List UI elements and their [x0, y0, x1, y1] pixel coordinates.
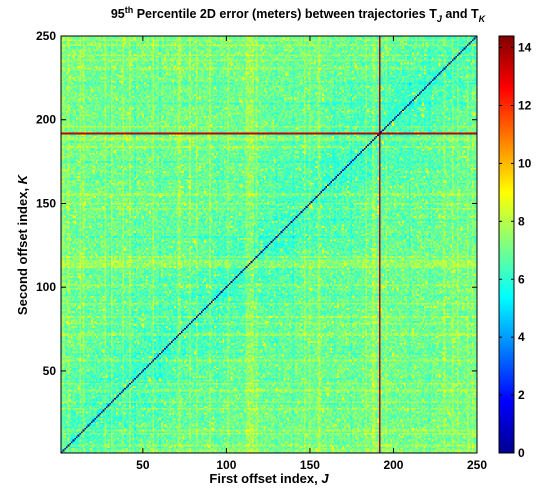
colorbar-axis: 0 2 4 6 8 10 12 14 [499, 41, 532, 460]
colorbar-tick-label: 6 [518, 272, 525, 286]
colorbar-tick-label: 0 [518, 446, 525, 460]
colorbar-tick-label: 14 [518, 41, 532, 55]
colorbar [498, 35, 515, 454]
x-axis-label: First offset index, J [209, 471, 329, 486]
y-tick-label: 100 [36, 280, 56, 294]
x-tick-label: 50 [136, 458, 150, 472]
x-tick-label: 250 [467, 458, 487, 472]
chart-title: 95th Percentile 2D error (meters) betwee… [111, 5, 487, 24]
y-tick-label: 50 [43, 364, 57, 378]
heatmap-image [61, 36, 477, 453]
title-superscript: th [125, 5, 134, 15]
colorbar-tick-label: 12 [518, 99, 532, 113]
x-tick-label: 100 [216, 458, 236, 472]
y-axis-label: Second offset index, K [15, 173, 30, 315]
plot-area-border [60, 35, 478, 454]
x-tick-label: 200 [383, 458, 403, 472]
colorbar-tick-label: 8 [518, 214, 525, 228]
y-tick-label: 200 [36, 113, 56, 127]
colorbar-tick-label: 10 [518, 156, 532, 170]
colorbar-tick-label: 2 [518, 388, 525, 402]
colorbar-tick-label: 4 [518, 330, 525, 344]
y-axis: 50 100 150 200 250 [36, 29, 477, 378]
x-axis: 50 100 150 200 250 [136, 36, 487, 472]
x-tick-label: 150 [300, 458, 320, 472]
y-tick-label: 150 [36, 196, 56, 210]
y-tick-label: 250 [36, 29, 56, 43]
